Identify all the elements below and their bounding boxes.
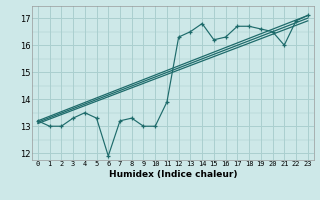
X-axis label: Humidex (Indice chaleur): Humidex (Indice chaleur) xyxy=(108,170,237,179)
